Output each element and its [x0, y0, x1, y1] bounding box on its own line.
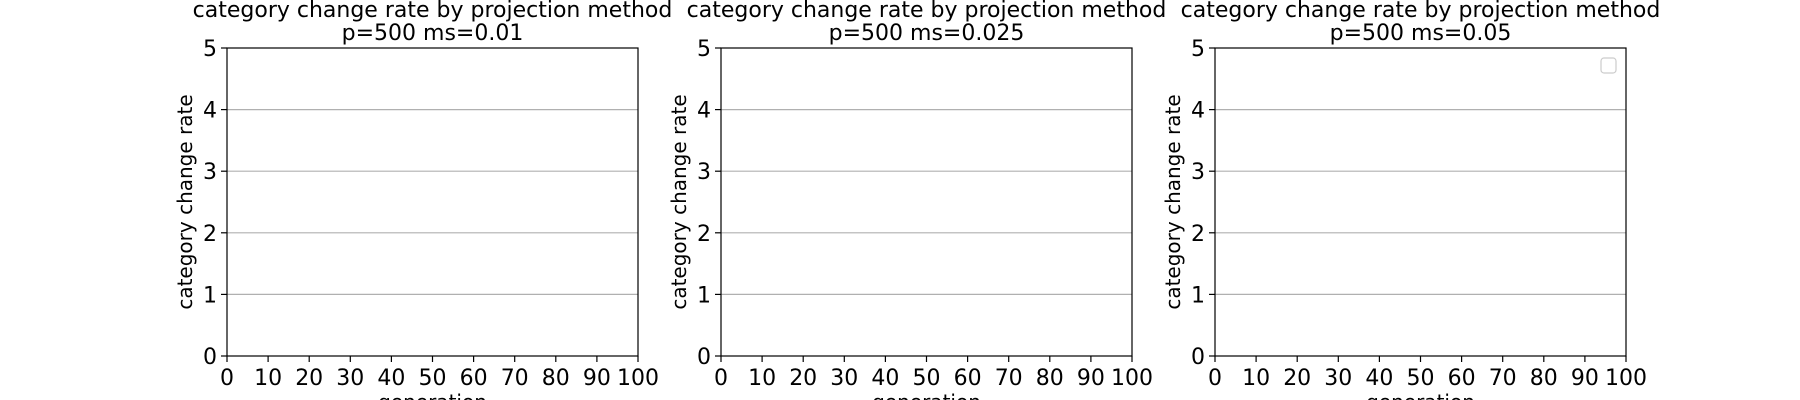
y-tick-label: 4 — [697, 99, 711, 124]
x-tick-label: 90 — [1077, 366, 1105, 391]
x-tick-label: 20 — [1283, 366, 1311, 391]
y-tick-label: 4 — [203, 99, 217, 124]
chart-panel-1: category change rate by projection metho… — [173, 0, 672, 400]
x-tick-label: 100 — [617, 366, 659, 391]
plot-area-frame — [226, 47, 639, 357]
y-tick-label: 5 — [1191, 37, 1205, 62]
x-tick-label: 0 — [1208, 366, 1222, 391]
x-tick-label: 70 — [501, 366, 529, 391]
chart-title-line-1: category change rate by projection metho… — [193, 0, 673, 23]
y-tick-label: 3 — [697, 160, 711, 185]
x-tick-label: 70 — [995, 366, 1023, 391]
x-tick-label: 90 — [583, 366, 611, 391]
x-tick-label: 20 — [789, 366, 817, 391]
y-tick-label: 3 — [203, 160, 217, 185]
plot-area-frame — [1214, 47, 1627, 357]
y-tick-label: 0 — [697, 345, 711, 370]
y-tick-label: 3 — [1191, 160, 1205, 185]
x-tick-label: 10 — [1242, 366, 1270, 391]
x-tick-label: 50 — [419, 366, 447, 391]
chart-panel-3: category change rate by projection metho… — [1161, 0, 1660, 400]
x-tick-label: 0 — [220, 366, 234, 391]
y-axis-label: category change rate — [1161, 94, 1185, 309]
x-tick-label: 70 — [1489, 366, 1517, 391]
x-tick-label: 100 — [1605, 366, 1647, 391]
y-axis-label: category change rate — [173, 94, 197, 309]
x-tick-label: 100 — [1111, 366, 1153, 391]
x-tick-label: 40 — [377, 366, 405, 391]
y-axis-label: category change rate — [667, 94, 691, 309]
plot-area-frame — [720, 47, 1133, 357]
y-tick-label: 5 — [203, 37, 217, 62]
x-tick-label: 0 — [714, 366, 728, 391]
x-tick-label: 60 — [460, 366, 488, 391]
x-tick-label: 20 — [295, 366, 323, 391]
x-tick-label: 10 — [254, 366, 282, 391]
chart-panel-2: category change rate by projection metho… — [667, 0, 1166, 400]
chart-title-line-2: p=500 ms=0.025 — [829, 21, 1025, 46]
legend-box — [1600, 57, 1617, 74]
y-tick-label: 2 — [203, 222, 217, 247]
chart-title-line-1: category change rate by projection metho… — [1181, 0, 1661, 23]
x-tick-label: 80 — [1036, 366, 1064, 391]
y-tick-label: 0 — [1191, 345, 1205, 370]
y-tick-label: 2 — [697, 222, 711, 247]
x-tick-label: 30 — [1324, 366, 1352, 391]
x-axis-label: generation — [378, 390, 487, 400]
y-tick-label: 1 — [697, 283, 711, 308]
chart-title-line-2: p=500 ms=0.01 — [342, 21, 524, 46]
y-tick-label: 1 — [1191, 283, 1205, 308]
y-tick-label: 0 — [203, 345, 217, 370]
y-tick-label: 5 — [697, 37, 711, 62]
x-tick-label: 40 — [871, 366, 899, 391]
chart-title-line-2: p=500 ms=0.05 — [1330, 21, 1512, 46]
x-tick-label: 40 — [1365, 366, 1393, 391]
x-tick-label: 50 — [1407, 366, 1435, 391]
x-tick-label: 60 — [954, 366, 982, 391]
x-tick-label: 10 — [748, 366, 776, 391]
y-tick-label: 4 — [1191, 99, 1205, 124]
y-tick-label: 2 — [1191, 222, 1205, 247]
x-tick-label: 80 — [1530, 366, 1558, 391]
x-tick-label: 50 — [913, 366, 941, 391]
x-tick-label: 30 — [830, 366, 858, 391]
x-tick-label: 90 — [1571, 366, 1599, 391]
x-axis-label: generation — [872, 390, 981, 400]
x-axis-label: generation — [1366, 390, 1475, 400]
x-tick-label: 80 — [542, 366, 570, 391]
y-tick-label: 1 — [203, 283, 217, 308]
x-tick-label: 30 — [336, 366, 364, 391]
chart-title-line-1: category change rate by projection metho… — [687, 0, 1167, 23]
x-tick-label: 60 — [1448, 366, 1476, 391]
